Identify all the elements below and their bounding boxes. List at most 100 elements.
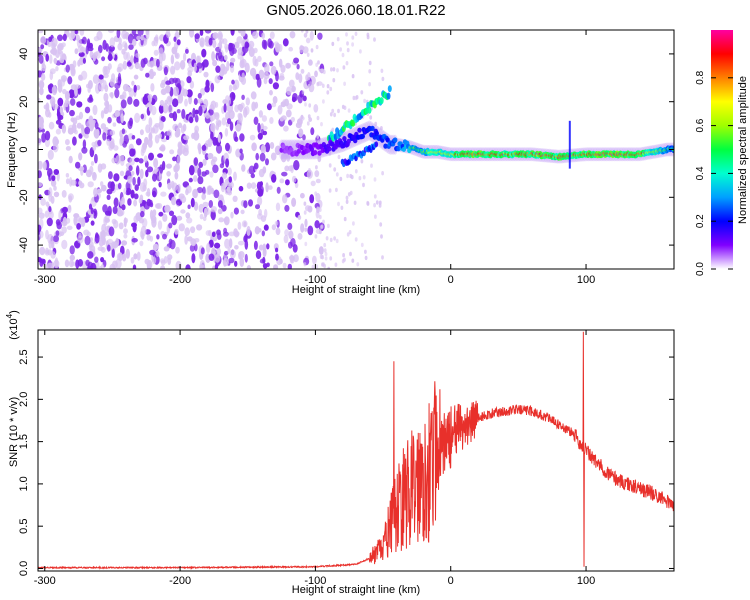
snr-frame (37, 329, 675, 572)
spectrogram-cell (230, 57, 236, 63)
spectrogram-cell (180, 125, 185, 134)
spectrogram-cell (52, 136, 59, 147)
spectrogram-cell (82, 57, 86, 64)
spectrogram-cell (116, 30, 121, 39)
spectrogram-cell (155, 203, 161, 209)
spectrogram-cell (234, 104, 240, 113)
spectrogram-cell (132, 223, 137, 233)
spectrogram-cell (140, 210, 145, 218)
spectrogram-cell (152, 190, 157, 198)
spectrogram-ridge-cell (367, 106, 372, 114)
spectrogram-cell (133, 98, 140, 107)
spectrogram-cell (131, 135, 136, 140)
spectrogram-cell (104, 210, 112, 216)
spectrogram-cell (94, 121, 99, 130)
spectrogram-cell (46, 217, 53, 227)
spectrogram-cell (59, 57, 65, 64)
spectrogram-cell (318, 207, 322, 212)
spectrogram-cell (215, 144, 223, 154)
spectrogram-cell (133, 84, 137, 93)
spectrogram-cell (229, 42, 234, 48)
spectrogram-cell (84, 235, 91, 246)
spectrogram-cell (96, 188, 102, 194)
spectrogram-cell (292, 244, 298, 253)
spectrogram-cell (164, 204, 171, 213)
spectrogram-cell (170, 65, 176, 75)
spectrogram-cell (94, 153, 98, 164)
spectrogram-cell (189, 244, 195, 252)
spectrogram-cell (154, 123, 160, 128)
spectrogram-cell (180, 195, 187, 204)
spectrogram-cell (112, 260, 118, 269)
spectrogram-cell (257, 122, 261, 133)
spectrogram-cell (108, 226, 115, 237)
spectrogram-cell (244, 62, 250, 73)
spectrogram-cell (257, 188, 264, 197)
spectrogram-cell (323, 248, 327, 253)
spectrogram-cell (380, 68, 384, 74)
spectrogram-cell (85, 259, 90, 267)
spectrogram-cell (135, 165, 140, 176)
snr-x-tick-label: 100 (577, 575, 595, 587)
spectrogram-cell (127, 96, 133, 105)
spectrogram-cell (67, 76, 73, 85)
spectrogram-cell (302, 134, 306, 141)
spectrogram-cell (275, 253, 279, 261)
spectrogram-cell (123, 217, 129, 224)
colorbar-tick-label: 0.6 (695, 118, 706, 132)
spectrogram-cell (94, 233, 100, 244)
spectrogram-ridge-cell (351, 119, 356, 127)
spectrogram-cell (101, 184, 107, 192)
spectrogram-cell (94, 256, 99, 263)
spectrogram-cell (38, 170, 42, 179)
spectrogram-cell (222, 258, 229, 267)
spectrogram-cell (168, 238, 173, 245)
spectrogram-cell (112, 241, 119, 249)
spectrogram-cell (231, 79, 235, 85)
spectrogram-cell (328, 188, 332, 193)
spectrogram-cell (205, 207, 210, 216)
spectrogram-cell (250, 173, 255, 179)
spectrogram-cell (310, 180, 316, 187)
spectrogram-cell (130, 55, 134, 65)
spectrogram-cell (251, 101, 256, 112)
spectrogram-cell (303, 201, 307, 206)
spectrogram-cell (306, 169, 313, 179)
spectrogram-cell (75, 115, 81, 121)
spectrogram-cell (198, 161, 204, 168)
spectrogram-cell (328, 163, 332, 168)
spectrogram-cell (202, 201, 209, 208)
snr-y-tick-label: 0.5 (18, 519, 30, 534)
spectrogram-cell (55, 119, 62, 125)
spectrogram-cell (70, 67, 76, 77)
spectrogram-cell (354, 95, 358, 101)
spectrogram-cell (142, 200, 147, 205)
spectrogram-cell (211, 51, 216, 62)
spectrogram-cell (115, 155, 121, 164)
spectrogram-cell (175, 246, 180, 254)
spectrogram-cell (302, 95, 307, 102)
spectrogram-cell (181, 108, 186, 120)
spectrogram-cell (150, 127, 156, 134)
spectrogram-cell (158, 104, 164, 114)
spectrogram-cell (246, 265, 252, 269)
spectrogram-cell (44, 210, 49, 218)
spectrogram-cell (207, 152, 214, 160)
spectrogram-cell (134, 62, 140, 70)
spectrogram-cell (246, 225, 251, 237)
spectrogram-cell (92, 145, 97, 151)
spectrogram-cell (237, 221, 242, 230)
spectrogram-cell (311, 264, 316, 269)
spectrogram-cell (119, 170, 125, 177)
spectrogram-cell (173, 165, 177, 173)
spectrogram-cell (373, 177, 377, 182)
spectrogram-cell (157, 153, 164, 158)
spectrogram-x-tick-label: 0 (448, 274, 454, 286)
spectrogram-cell (310, 127, 315, 136)
spectrogram-cell (90, 161, 95, 166)
spectrogram-cell (275, 227, 281, 236)
spectrogram-cell (178, 223, 185, 232)
spectrogram-cell (225, 158, 230, 168)
spectrogram-cell (271, 224, 277, 231)
spectrogram-cell (100, 123, 107, 130)
